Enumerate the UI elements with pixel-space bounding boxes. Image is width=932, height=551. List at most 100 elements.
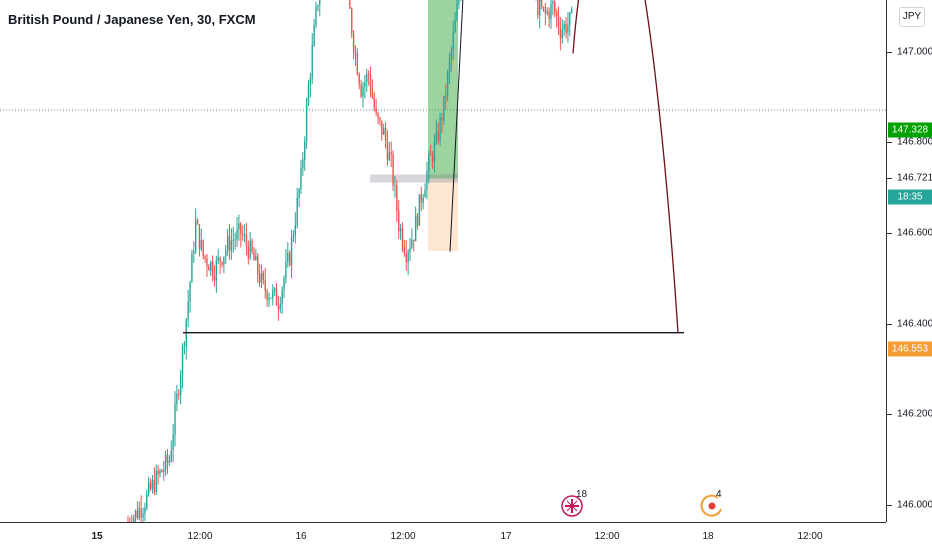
candle-up	[388, 152, 391, 160]
candle-up	[446, 72, 449, 97]
candle-up	[287, 253, 289, 262]
time-axis[interactable]: 15 12:00 16 12:00 17 12:00 18 12:00	[0, 522, 886, 551]
candle-down	[401, 228, 404, 247]
candle-up	[418, 194, 421, 226]
candle-down	[420, 194, 422, 203]
price-level-tag: 146.553	[888, 341, 932, 357]
candle-up	[305, 104, 308, 142]
price-tick	[887, 178, 892, 180]
candle-up	[409, 247, 411, 253]
candle-up	[215, 260, 218, 281]
currency-button[interactable]: JPY	[899, 7, 925, 27]
candle-down	[537, 0, 539, 16]
candle-down	[253, 251, 255, 261]
candle-up	[366, 73, 368, 82]
price-level-tag: 147.328	[888, 122, 932, 138]
candle-up	[567, 24, 569, 33]
candle-down	[258, 273, 261, 283]
candle-down	[136, 510, 139, 518]
time-label: 15	[91, 531, 103, 542]
time-label: 17	[500, 531, 512, 542]
candle-up	[176, 393, 178, 404]
candle-up	[454, 20, 456, 33]
candle-up	[183, 346, 186, 348]
candle-up	[426, 171, 428, 190]
candle-up	[294, 224, 297, 235]
price-label: 146.000	[897, 499, 932, 511]
candle-down	[228, 236, 231, 251]
candle-up	[319, 0, 321, 6]
time-label: 12:00	[594, 531, 620, 542]
candle-up	[138, 508, 140, 518]
time-label: 12:00	[797, 531, 823, 542]
candle-up	[407, 252, 409, 263]
candle-up	[399, 228, 402, 232]
candle-up	[362, 86, 364, 97]
candle-down	[555, 11, 558, 16]
candle-down	[431, 155, 434, 162]
price-tick	[887, 232, 892, 234]
candle-down	[208, 266, 210, 271]
candle-up	[187, 301, 189, 320]
time-label: 16	[295, 531, 307, 542]
candle-up	[217, 257, 219, 261]
candle-up	[142, 513, 144, 518]
event-count: 18	[576, 489, 588, 500]
candle-up	[570, 8, 573, 13]
candle-down	[153, 479, 156, 492]
candle-up	[151, 479, 154, 489]
candle-down	[157, 470, 159, 475]
price-label: 147.000	[897, 46, 932, 57]
candle-down	[429, 154, 432, 156]
candle-up	[382, 128, 385, 135]
chart-area[interactable]: British Pound / Japanese Yen, 30, FXCM 1…	[0, 0, 886, 522]
candle-down	[375, 108, 377, 114]
candle-down	[275, 288, 278, 306]
candle-up	[163, 470, 165, 473]
event-count: 4	[716, 489, 722, 500]
candle-up	[191, 253, 193, 283]
calendar-event-icon[interactable]: 4	[700, 489, 722, 517]
candle-up	[132, 518, 135, 522]
candle-down	[247, 245, 250, 259]
candle-up	[300, 168, 302, 190]
candle-up	[304, 141, 306, 160]
candle-down	[178, 393, 180, 395]
candle-down	[392, 154, 394, 186]
candle-down	[559, 27, 562, 38]
candle-up	[394, 185, 396, 187]
candle-up	[193, 250, 195, 254]
candle-down	[413, 239, 415, 242]
candle-up	[272, 290, 274, 298]
candle-up	[223, 256, 225, 266]
uk-flag-icon[interactable]: 18	[561, 489, 588, 517]
candle-up	[298, 189, 300, 198]
price-axis[interactable]: JPY 147.600147.400147.200147.000146.8001…	[886, 0, 932, 522]
candle-up	[273, 288, 276, 291]
candle-down	[202, 240, 204, 256]
candle-down	[379, 117, 381, 121]
candle-up	[181, 346, 184, 376]
candle-up	[550, 3, 552, 19]
trend-line[interactable]	[449, 0, 469, 252]
candle-down	[211, 261, 214, 276]
candle-down	[396, 185, 398, 212]
candle-up	[260, 272, 263, 283]
price-chart[interactable]: 18 4	[0, 0, 886, 522]
candle-up	[411, 239, 413, 248]
projected-path-arc[interactable]	[572, 0, 679, 333]
candle-down	[548, 11, 550, 19]
candle-down	[358, 74, 360, 85]
candle-up	[561, 29, 563, 38]
candle-down	[288, 253, 291, 265]
candle-down	[219, 257, 221, 263]
candle-down	[360, 84, 362, 97]
candle-up	[315, 6, 317, 26]
candle-up	[364, 81, 366, 87]
candle-up	[232, 239, 234, 241]
time-label: 12:00	[187, 531, 213, 542]
candle-down	[390, 152, 392, 155]
candle-down	[386, 141, 389, 160]
candle-up	[302, 159, 304, 169]
candle-down	[149, 482, 152, 489]
